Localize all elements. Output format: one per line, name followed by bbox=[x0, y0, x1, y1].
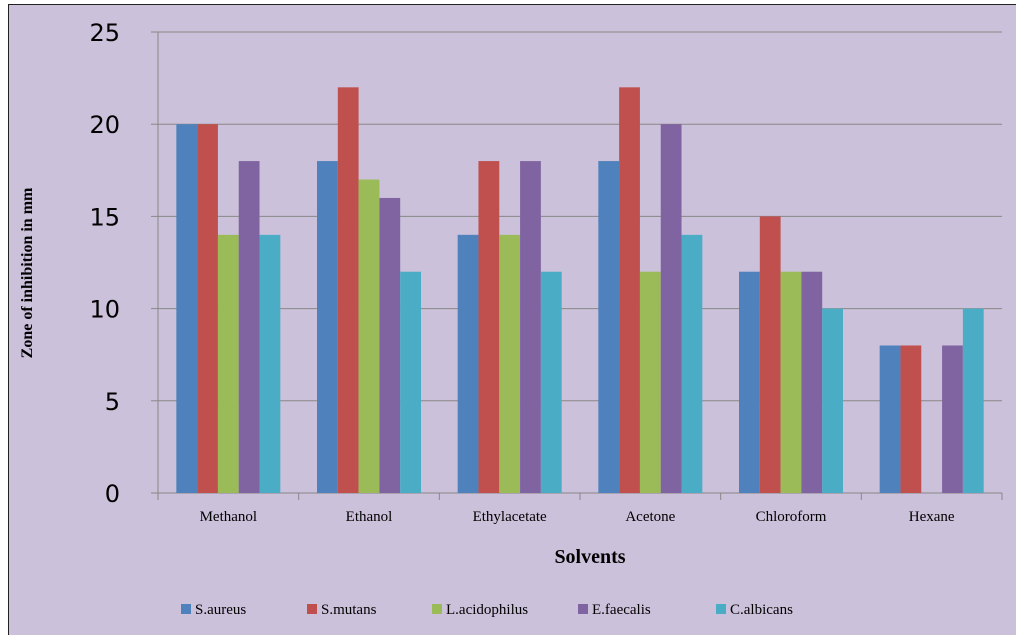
bar-e-faecalis-acetone bbox=[660, 124, 682, 493]
y-tick-label: 10 bbox=[89, 296, 120, 324]
legend-label: C.albicans bbox=[730, 602, 793, 618]
legend-label: S.mutans bbox=[321, 602, 377, 618]
legend-swatch bbox=[578, 604, 588, 614]
y-tick-label: 20 bbox=[89, 111, 120, 139]
legend-swatch bbox=[432, 604, 442, 614]
legend-item: S.aureus bbox=[181, 602, 246, 618]
bar-s-mutans-ethylacetate bbox=[478, 161, 500, 493]
x-tick-label: Methanol bbox=[200, 509, 258, 525]
bar-c-albicans-hexane bbox=[962, 308, 984, 493]
bar-s-mutans-ethanol bbox=[337, 87, 359, 493]
y-tick-label: 15 bbox=[89, 203, 120, 231]
bar-s-aureus-ethylacetate bbox=[457, 234, 479, 493]
bar-s-mutans-methanol bbox=[197, 124, 218, 493]
x-tick-label: Acetone bbox=[625, 509, 675, 525]
y-tick-label: 25 bbox=[89, 19, 120, 47]
bar-e-faecalis-chloroform bbox=[801, 271, 823, 493]
x-tick-label: Ethanol bbox=[346, 509, 393, 525]
legend-swatch bbox=[181, 604, 191, 614]
bar-s-aureus-hexane bbox=[879, 345, 901, 493]
bar-l-acidophilus-acetone bbox=[639, 271, 661, 493]
bar-s-mutans-acetone bbox=[619, 87, 640, 493]
bar-e-faecalis-ethanol bbox=[379, 197, 401, 493]
y-tick-label: 5 bbox=[105, 388, 120, 416]
legend-item: S.mutans bbox=[307, 602, 377, 618]
bar-l-acidophilus-ethanol bbox=[358, 179, 380, 493]
bar-l-acidophilus-ethylacetate bbox=[499, 234, 521, 493]
legend-label: S.aureus bbox=[195, 602, 246, 618]
bar-s-aureus-methanol bbox=[176, 124, 198, 493]
legend-item: E.faecalis bbox=[578, 602, 651, 618]
bars bbox=[176, 87, 984, 493]
bar-s-aureus-chloroform bbox=[739, 271, 760, 493]
legend-item: L.acidophilus bbox=[432, 602, 528, 618]
bar-c-albicans-acetone bbox=[681, 234, 703, 493]
legend: S.aureus S.mutans L.acidophilus E.faecalis C… bbox=[181, 602, 793, 618]
legend-item: C.albicans bbox=[716, 602, 793, 618]
bar-l-acidophilus-chloroform bbox=[780, 271, 802, 493]
bar-e-faecalis-hexane bbox=[942, 345, 963, 493]
axes bbox=[151, 31, 1003, 500]
bar-c-albicans-methanol bbox=[259, 234, 281, 493]
legend-label: E.faecalis bbox=[592, 602, 651, 618]
bar-e-faecalis-methanol bbox=[238, 161, 260, 493]
bar-s-aureus-ethanol bbox=[317, 161, 338, 493]
legend-swatch bbox=[716, 604, 726, 614]
bar-e-faecalis-ethylacetate bbox=[520, 161, 541, 493]
x-tick-labels: Methanol Ethanol Ethylacetate Acetone Chloro… bbox=[200, 509, 955, 525]
x-tick-label: Ethylacetate bbox=[473, 509, 547, 525]
gridlines bbox=[158, 31, 1002, 402]
bar-s-mutans-hexane bbox=[900, 345, 922, 493]
bar-l-acidophilus-methanol bbox=[217, 234, 239, 493]
legend-label: L.acidophilus bbox=[446, 602, 528, 618]
bar-s-mutans-chloroform bbox=[759, 216, 781, 493]
legend-swatch bbox=[307, 604, 317, 614]
bar-s-aureus-acetone bbox=[598, 161, 620, 493]
y-axis-title: Zone of inhibition in mm bbox=[19, 187, 36, 358]
bar-c-albicans-ethanol bbox=[400, 271, 421, 493]
x-tick-label: Hexane bbox=[909, 509, 955, 525]
y-tick-label: 0 bbox=[105, 480, 120, 508]
y-tick-labels: 0 5 10 15 20 25 bbox=[89, 19, 120, 508]
x-tick-label: Chloroform bbox=[756, 509, 827, 525]
bar-c-albicans-ethylacetate bbox=[540, 271, 562, 493]
x-axis-title: Solvents bbox=[554, 546, 625, 568]
bar-c-albicans-chloroform bbox=[822, 308, 843, 493]
